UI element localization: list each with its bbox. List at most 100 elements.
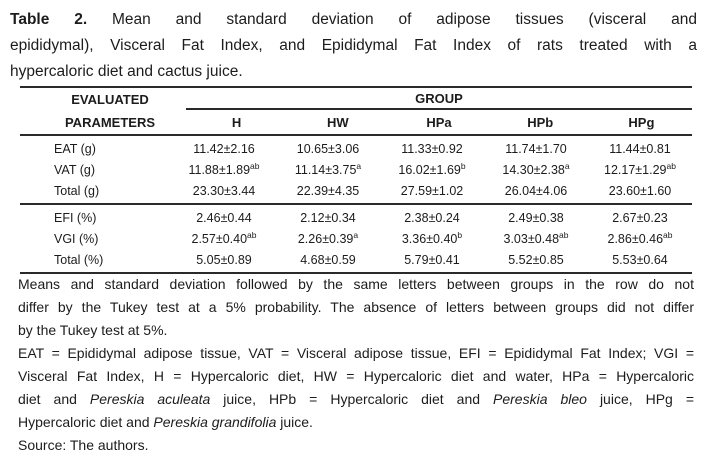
value-cell: 10.65±3.06 [276, 142, 380, 156]
mean-sd-value: 2.26±0.39 [297, 231, 354, 246]
table-row: Total (%) 5.05±0.89 4.68±0.59 5.79±0.41 5.52… [20, 249, 692, 270]
footnote-line: diet and Pereskia aculeata juice, HPb = … [18, 388, 694, 411]
mean-sd-value: 2.38±0.24 [404, 210, 460, 225]
mean-sd-value: 3.03±0.48 [503, 231, 560, 246]
table-header: EVALUATED GROUP PARAMETERS H HW HPa HPb HPg [20, 88, 692, 136]
value-cell: 4.68±0.59 [276, 253, 380, 267]
table-row: EAT (g) 11.42±2.16 10.65±3.06 11.33±0.92 11.… [20, 138, 692, 159]
footnote-line: by the Tukey test at 5%. [18, 319, 694, 342]
text-segment: juice, HPg = [586, 391, 694, 407]
table-row: VGI (%) 2.57±0.40ab 2.26±0.39a 3.36±0.40b 3.… [20, 228, 692, 249]
value-cell: 16.02±1.69b [380, 160, 484, 177]
column-header: HPg [628, 114, 655, 130]
significance-superscript: ab [666, 160, 676, 171]
mean-sd-value: 26.04±4.06 [504, 183, 568, 198]
source-line: Source: The authors. [18, 437, 149, 453]
value-cell: 2.67±0.23 [588, 211, 692, 225]
value-cell: 2.12±0.34 [276, 211, 380, 225]
mean-sd-value: 5.53±0.64 [612, 252, 668, 267]
mean-sd-value: 27.59±1.02 [400, 183, 464, 198]
value-cell: 14.30±2.38a [484, 161, 588, 177]
table-row: Total (g) 23.30±3.44 22.39±4.35 27.59±1.02 2… [20, 180, 692, 201]
text-segment: diet and [18, 391, 90, 407]
mean-sd-value: 2.86±0.46 [607, 231, 664, 246]
value-cell: 3.03±0.48ab [484, 229, 588, 246]
significance-superscript: ab [559, 229, 569, 240]
significance-superscript: b [457, 229, 463, 240]
mean-sd-value: 5.05±0.89 [196, 252, 252, 267]
footnote-line: Means and standard deviation followed by… [18, 273, 694, 296]
value-cell: 26.04±4.06 [484, 184, 588, 198]
header-parameters: PARAMETERS [64, 114, 156, 130]
value-cell: 2.57±0.40ab [172, 229, 276, 245]
species-name: Pereskia bleo [493, 391, 587, 407]
significance-superscript: ab [663, 229, 673, 240]
parameter-cell: VGI (%) [54, 231, 99, 246]
value-cell: 11.42±2.16 [172, 142, 276, 156]
text-segment: Hypercaloric diet and [18, 414, 154, 430]
group-columns: H HW HPa HPb HPg [186, 110, 692, 134]
parameter-cell: Total (g) [54, 183, 100, 198]
text-segment: juice. [276, 414, 313, 430]
value-cell: 5.79±0.41 [380, 253, 484, 267]
parameter-cell: Total (%) [54, 252, 104, 267]
text-segment: EAT = Epididymal adipose tissue, VAT = V… [18, 345, 694, 361]
value-cell: 11.88±1.89ab [172, 161, 276, 177]
mean-sd-value: 12.17±1.29 [604, 162, 667, 177]
mean-sd-value: 5.52±0.85 [508, 252, 564, 267]
header-evaluated: EVALUATED [71, 91, 149, 107]
text-segment: juice, HPb = Hypercaloric diet and [210, 391, 494, 407]
text-segment: Means and standard deviation followed by… [18, 276, 694, 292]
species-name: Pereskia aculeata [89, 391, 211, 407]
title-line: epididymal), Visceral Fat Index, and Epi… [10, 33, 697, 59]
significance-superscript: ab [247, 229, 257, 240]
column-header: HPa [426, 114, 452, 130]
value-cell: 5.52±0.85 [484, 253, 588, 267]
value-cell: 2.49±0.38 [484, 211, 588, 225]
mean-sd-value: 11.44±0.81 [609, 141, 671, 156]
mean-sd-value: 11.88±1.89 [188, 162, 251, 177]
mean-sd-value: 2.12±0.34 [300, 210, 356, 225]
text-segment: differ by the Tukey test at a 5% probabi… [18, 299, 694, 315]
column-header: HPb [527, 114, 554, 130]
value-cell: 2.86±0.46ab [588, 229, 692, 246]
table-section: EAT (g) 11.42±2.16 10.65±3.06 11.33±0.92 11.… [20, 136, 692, 205]
significance-superscript: b [460, 160, 466, 171]
mean-sd-value: 14.30±2.38 [502, 162, 565, 177]
title-line: Table 2. Mean and standard deviation of … [10, 7, 697, 33]
table-section: EFI (%) 2.46±0.44 2.12±0.34 2.38±0.24 2.49±0… [20, 205, 692, 274]
significance-superscript: a [353, 229, 359, 240]
footnote-line: Visceral Fat Index, H = Hypercaloric die… [18, 365, 694, 388]
column-header: HW [326, 114, 349, 130]
value-cell: 11.14±3.75a [276, 161, 380, 176]
value-cell: 23.60±1.60 [588, 184, 692, 198]
title-line: hypercaloric diet and cactus juice. [10, 59, 697, 85]
value-cell: 5.53±0.64 [588, 253, 692, 267]
page-title: Table 2. Mean and standard deviation of … [10, 7, 697, 85]
mean-sd-value: 2.49±0.38 [508, 210, 564, 225]
mean-sd-value: 4.68±0.59 [300, 252, 356, 267]
value-cell: 11.33±0.92 [380, 142, 484, 156]
parameter-cell: EAT (g) [54, 141, 96, 156]
text-segment: hypercaloric diet and cactus juice. [10, 63, 243, 80]
mean-sd-value: 23.60±1.60 [608, 183, 672, 198]
footnote-line: EAT = Epididymal adipose tissue, VAT = V… [18, 342, 694, 365]
value-cell: 23.30±3.44 [172, 184, 276, 198]
mean-sd-value: 23.30±3.44 [192, 183, 256, 198]
mean-sd-value: 16.02±1.69 [398, 162, 461, 177]
table-row: VAT (g) 11.88±1.89ab 11.14±3.75a 16.02±1.69… [20, 159, 692, 180]
value-cell: 2.26±0.39a [276, 229, 380, 246]
text-segment: Visceral Fat Index, H = Hypercaloric die… [18, 368, 694, 384]
mean-sd-value: 3.36±0.40 [401, 231, 458, 246]
mean-sd-value: 2.46±0.44 [196, 210, 252, 225]
table-body: EAT (g) 11.42±2.16 10.65±3.06 11.33±0.92 11.… [20, 136, 692, 274]
value-cell: 5.05±0.89 [172, 253, 276, 267]
value-cell: 12.17±1.29ab [588, 160, 692, 177]
column-header: H [231, 114, 242, 130]
header-row-group: EVALUATED GROUP [20, 88, 692, 110]
header-row-columns: PARAMETERS H HW HPa HPb HPg [20, 110, 692, 134]
footnote-line: Hypercaloric diet and Pereskia grandifol… [18, 411, 694, 434]
footnote-line: differ by the Tukey test at a 5% probabi… [18, 296, 694, 319]
mean-sd-value: 10.65±3.06 [296, 141, 360, 156]
